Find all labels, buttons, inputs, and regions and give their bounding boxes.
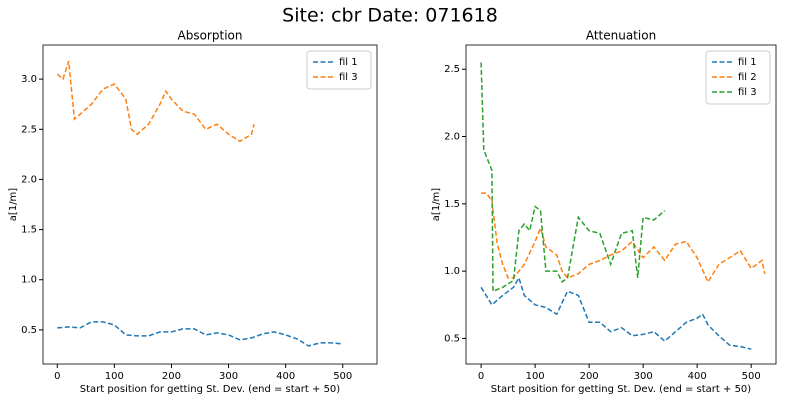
x-axis-label: Start position for getting St. Dev. (end… bbox=[491, 384, 752, 395]
y-tick-label: 0.5 bbox=[444, 333, 460, 344]
x-tick-label: 100 bbox=[105, 371, 124, 382]
y-tick-label: 1.0 bbox=[444, 266, 460, 277]
y-tick-label: 2.0 bbox=[444, 132, 460, 143]
x-tick-label: 500 bbox=[333, 371, 352, 382]
legend-box bbox=[705, 50, 771, 105]
data-line bbox=[480, 62, 666, 293]
legend-label: fil 1 bbox=[738, 57, 757, 68]
x-tick-label: 200 bbox=[580, 371, 599, 382]
y-tick-label: 1.5 bbox=[21, 225, 37, 236]
chart-title: Attenuation bbox=[586, 29, 656, 43]
legend-label: fil 3 bbox=[738, 87, 757, 98]
y-axis-label: a[1/m] bbox=[8, 188, 19, 222]
x-tick-label: 500 bbox=[742, 371, 761, 382]
x-tick-label: 0 bbox=[54, 371, 60, 382]
y-axis-label: a[1/m] bbox=[431, 188, 442, 222]
legend-label: fil 2 bbox=[738, 72, 757, 83]
chart-title: Absorption bbox=[178, 29, 243, 43]
x-tick-label: 100 bbox=[526, 371, 545, 382]
y-tick-label: 2.0 bbox=[21, 174, 37, 185]
y-tick-label: 1.0 bbox=[21, 275, 37, 286]
data-line bbox=[57, 321, 343, 347]
plot-frame bbox=[42, 44, 378, 365]
y-tick-label: 0.5 bbox=[21, 325, 37, 336]
data-line bbox=[480, 276, 752, 350]
y-tick-label: 2.5 bbox=[444, 64, 460, 75]
y-tick-label: 2.5 bbox=[21, 124, 37, 135]
x-tick-label: 300 bbox=[219, 371, 238, 382]
data-line bbox=[481, 192, 766, 284]
plot-frame bbox=[465, 44, 777, 365]
y-tick-label: 1.5 bbox=[444, 199, 460, 210]
figure-title: Site: cbr Date: 071618 bbox=[282, 5, 498, 27]
x-tick-label: 300 bbox=[634, 371, 653, 382]
y-tick-label: 3.0 bbox=[21, 74, 37, 85]
x-tick-label: 0 bbox=[478, 371, 484, 382]
data-line bbox=[56, 60, 255, 143]
x-tick-label: 400 bbox=[276, 371, 295, 382]
x-tick-label: 200 bbox=[162, 371, 181, 382]
legend-label: fil 3 bbox=[339, 72, 358, 83]
legend-label: fil 1 bbox=[339, 57, 358, 68]
x-tick-label: 400 bbox=[688, 371, 707, 382]
x-axis-label: Start position for getting St. Dev. (end… bbox=[80, 384, 341, 395]
legend-box bbox=[306, 50, 372, 90]
